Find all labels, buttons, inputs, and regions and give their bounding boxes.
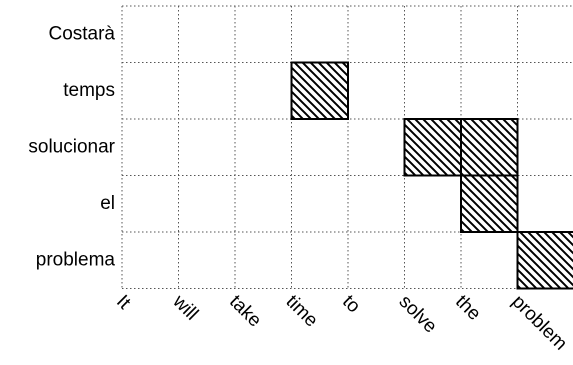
alignment-cell	[516, 231, 573, 290]
x-tick-label: problem	[508, 291, 571, 354]
y-tick-label: solucionar	[28, 136, 115, 157]
x-tick-label: solve	[395, 291, 441, 337]
y-tick-label: el	[100, 193, 115, 214]
x-tick-label: will	[168, 290, 202, 324]
alignment-cell	[460, 118, 519, 177]
y-tick-label: temps	[63, 80, 115, 101]
y-tick-label: Costarà	[48, 23, 115, 44]
x-tick-labels: It will take time to solve the problem	[112, 290, 571, 354]
alignment-cell	[290, 61, 349, 120]
alignment-cell	[403, 118, 462, 177]
x-tick-label: the	[451, 291, 485, 325]
x-tick-label: time	[282, 291, 322, 331]
y-tick-labels: Costarà temps solucionar el problema	[28, 23, 115, 270]
y-tick-label: problema	[36, 249, 116, 270]
x-tick-label: to	[338, 291, 364, 317]
x-tick-label: take	[225, 291, 265, 331]
alignment-cells	[290, 61, 573, 290]
x-tick-label: It	[112, 291, 135, 314]
alignment-cell	[460, 174, 519, 233]
